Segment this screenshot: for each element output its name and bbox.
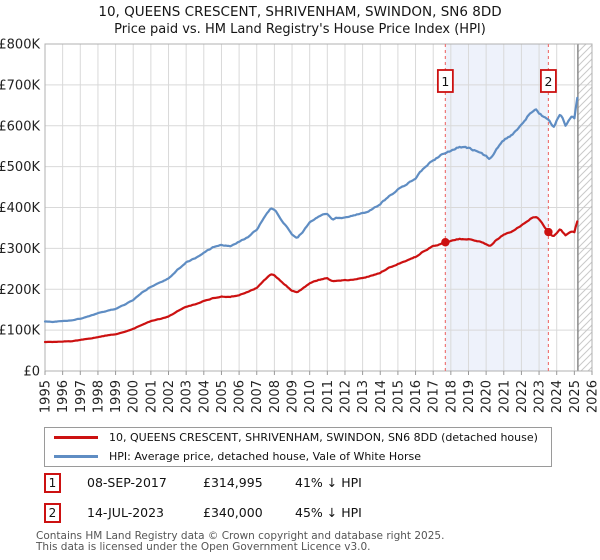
svg-text:1995: 1995 <box>39 380 54 413</box>
x-axis-ticks <box>44 371 593 375</box>
sale-1-marker-dot <box>441 238 450 247</box>
svg-text:2025: 2025 <box>568 380 583 413</box>
svg-text:2006: 2006 <box>233 380 248 413</box>
hpi-line-sample <box>54 455 98 458</box>
x-axis-labels: 1995 1996 1997 1998 1999 2000 2001 2002 2003 2004… <box>39 380 600 413</box>
legend-item-hpi: HPI: Average price, detached house, Vale… <box>54 449 551 464</box>
svg-text:2015: 2015 <box>391 380 406 413</box>
sale-1-date: 08-SEP-2017 <box>87 475 167 490</box>
sale-2-date: 14-JUL-2023 <box>87 505 165 520</box>
svg-text:2000: 2000 <box>127 380 142 413</box>
future-hatched-region <box>577 44 592 371</box>
svg-text:2019: 2019 <box>462 380 477 413</box>
legend-label-property: 10, QUEENS CRESCENT, SHRIVENHAM, SWINDON… <box>109 431 538 444</box>
copyright-line: Contains HM Land Registry data © Crown c… <box>36 530 445 542</box>
plot-border <box>44 43 593 372</box>
svg-text:£100K: £100K <box>0 324 40 339</box>
sale-1-hpi-diff: 41% ↓ HPI <box>295 475 362 490</box>
sale-annotation-row-2: 2 14-JUL-2023 £340,000 45% ↓ HPI <box>0 503 600 523</box>
svg-text:2008: 2008 <box>268 380 283 413</box>
svg-text:1997: 1997 <box>74 380 89 413</box>
svg-text:£600K: £600K <box>0 119 40 134</box>
svg-text:2017: 2017 <box>427 380 442 413</box>
svg-text:£800K: £800K <box>0 38 40 53</box>
svg-text:2016: 2016 <box>409 380 424 413</box>
svg-text:2001: 2001 <box>144 380 159 413</box>
sale-1-price: £314,995 <box>203 475 263 490</box>
page-subtitle: Price paid vs. HM Land Registry's House … <box>114 22 486 37</box>
svg-text:£300K: £300K <box>0 242 40 257</box>
svg-text:2005: 2005 <box>215 380 230 413</box>
svg-text:2010: 2010 <box>303 380 318 413</box>
svg-text:2003: 2003 <box>180 380 195 413</box>
svg-text:2020: 2020 <box>480 380 495 413</box>
page-title: 10, QUEENS CRESCENT, SHRIVENHAM, SWINDON… <box>98 4 502 20</box>
sale-1-flag: 1 <box>436 69 454 93</box>
licence-line: This data is licensed under the Open Gov… <box>36 541 371 553</box>
chart-legend: 10, QUEENS CRESCENT, SHRIVENHAM, SWINDON… <box>44 427 552 467</box>
svg-text:£700K: £700K <box>0 78 40 93</box>
legend-label-hpi: HPI: Average price, detached house, Vale… <box>109 450 421 463</box>
svg-text:2026: 2026 <box>586 380 600 413</box>
price-history-chart: 1 2£0£100K£200K£300K£400K£500K£600K£700K£… <box>0 38 600 414</box>
svg-text:2024: 2024 <box>550 380 565 413</box>
svg-text:2018: 2018 <box>444 380 459 413</box>
svg-text:1996: 1996 <box>56 380 71 413</box>
svg-text:2007: 2007 <box>250 380 265 413</box>
svg-text:2014: 2014 <box>374 380 389 413</box>
sale-2-hpi-diff: 45% ↓ HPI <box>295 505 362 520</box>
svg-text:2012: 2012 <box>338 380 353 413</box>
svg-text:2023: 2023 <box>533 380 548 413</box>
sale-2-marker-dot <box>544 227 553 237</box>
property-line-sample <box>54 436 98 439</box>
svg-text:2021: 2021 <box>497 380 512 413</box>
y-axis-labels: £0 £100K £200K £300K £400K £500K £600K £700K £80… <box>0 38 40 380</box>
sale-1-number-badge: 1 <box>44 473 61 493</box>
svg-text:2002: 2002 <box>162 380 177 413</box>
legend-item-property: 10, QUEENS CRESCENT, SHRIVENHAM, SWINDON… <box>54 430 551 445</box>
svg-text:£200K: £200K <box>0 283 40 298</box>
sale-2-flag: 2 <box>540 69 557 93</box>
svg-text:1998: 1998 <box>91 380 106 413</box>
svg-text:2009: 2009 <box>286 380 301 413</box>
sale-2-number-badge: 2 <box>44 503 61 523</box>
svg-text:2: 2 <box>544 74 552 89</box>
svg-text:1: 1 <box>441 74 449 89</box>
sale-2-price: £340,000 <box>203 505 263 520</box>
hpi-line <box>43 96 579 324</box>
svg-text:1999: 1999 <box>109 380 124 413</box>
svg-text:£0: £0 <box>23 365 40 380</box>
svg-text:2022: 2022 <box>515 380 530 413</box>
svg-text:£400K: £400K <box>0 201 40 216</box>
property-price-line <box>43 216 579 344</box>
svg-text:£500K: £500K <box>0 160 40 175</box>
svg-text:2004: 2004 <box>197 380 212 413</box>
sale-annotation-row-1: 1 08-SEP-2017 £314,995 41% ↓ HPI <box>0 473 600 493</box>
svg-text:2013: 2013 <box>356 380 371 413</box>
svg-text:2011: 2011 <box>321 380 336 413</box>
